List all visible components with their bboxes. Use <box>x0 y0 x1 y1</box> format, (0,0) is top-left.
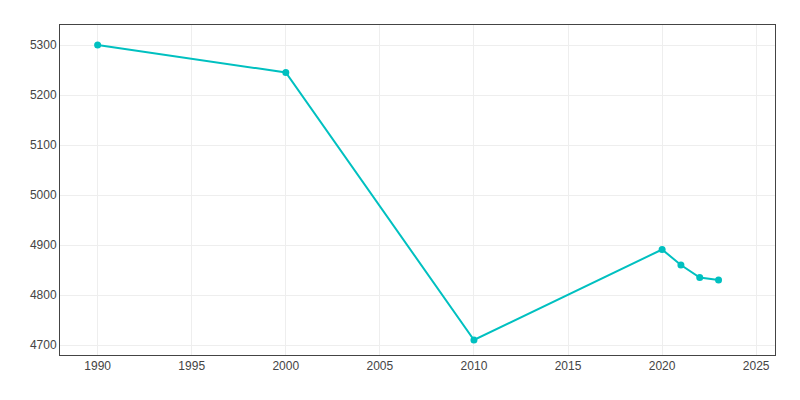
svg-text:4700: 4700 <box>30 338 57 352</box>
svg-text:4900: 4900 <box>30 238 57 252</box>
svg-text:5200: 5200 <box>30 88 57 102</box>
svg-text:2000: 2000 <box>272 359 299 373</box>
svg-text:5100: 5100 <box>30 138 57 152</box>
svg-text:4800: 4800 <box>30 288 57 302</box>
svg-text:1995: 1995 <box>178 359 205 373</box>
svg-text:2015: 2015 <box>555 359 582 373</box>
svg-text:2020: 2020 <box>649 359 676 373</box>
svg-text:2010: 2010 <box>461 359 488 373</box>
svg-text:2005: 2005 <box>367 359 394 373</box>
svg-text:2025: 2025 <box>743 359 770 373</box>
svg-text:5300: 5300 <box>30 38 57 52</box>
svg-text:1990: 1990 <box>84 359 111 373</box>
svg-text:5000: 5000 <box>30 188 57 202</box>
